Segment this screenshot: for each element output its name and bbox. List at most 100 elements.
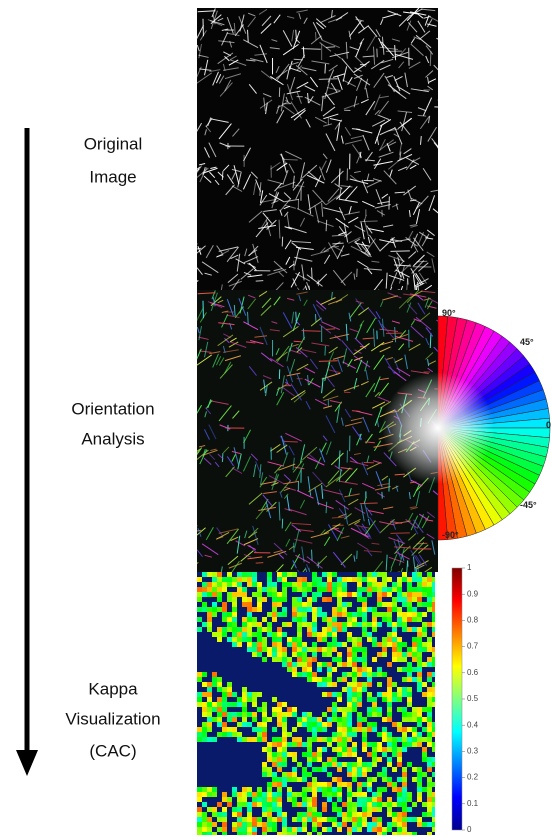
kappa-cell [342,822,347,827]
kappa-cell [362,782,367,787]
kappa-cell [252,817,257,822]
kappa-cell [427,757,432,762]
kappa-cell [232,582,237,587]
kappa-cell [332,617,337,622]
kappa-cell [347,622,352,627]
kappa-cell [322,582,327,587]
kappa-cell [412,637,417,642]
kappa-cell [342,742,347,747]
kappa-cell [417,602,422,607]
kappa-cell [367,672,372,677]
kappa-cell [287,707,292,712]
kappa-cell [337,697,342,702]
kappa-cell [197,812,202,817]
kappa-cell [372,657,377,662]
kappa-cell [217,697,222,702]
kappa-cell [362,737,367,742]
kappa-cell [212,707,217,712]
kappa-cell [267,652,272,657]
kappa-cell [197,822,202,827]
kappa-cell [397,622,402,627]
kappa-cell [292,752,297,757]
kappa-cell [222,692,227,697]
kappa-cell [347,807,352,812]
kappa-cell [372,722,377,727]
kappa-cell [427,732,432,737]
kappa-cell [357,672,362,677]
kappa-cell [312,612,317,617]
kappa-cell [277,637,282,642]
kappa-cell [432,782,437,787]
kappa-cell [297,762,302,767]
kappa-cell [382,672,387,677]
kappa-cell [262,802,267,807]
kappa-cell [382,747,387,752]
kappa-cell [362,817,367,822]
kappa-cell [252,617,257,622]
kappa-cell [407,662,412,667]
kappa-cell [347,827,352,832]
kappa-cell [312,727,317,732]
kappa-cell [377,667,382,672]
fiber [312,550,313,561]
kappa-cell [232,602,237,607]
kappa-cell [392,637,397,642]
wheel-label: 0 [546,420,551,430]
kappa-cell [297,602,302,607]
kappa-cell [342,727,347,732]
kappa-cell [282,652,287,657]
kappa-cell [427,702,432,707]
kappa-cell [227,687,232,692]
kappa-cell [252,647,257,652]
kappa-cell [377,787,382,792]
kappa-cell [397,762,402,767]
kappa-cell [312,642,317,647]
kappa-cell [292,712,297,717]
kappa-cell [217,572,222,577]
kappa-cell [387,607,392,612]
kappa-cell [282,607,287,612]
kappa-cell [392,607,397,612]
kappa-cell [382,787,387,792]
kappa-cell [207,612,212,617]
kappa-cell [247,692,252,697]
kappa-cell [272,582,277,587]
kappa-cell [222,827,227,832]
colorbar-label: 0 [467,825,472,834]
kappa-cell [272,637,277,642]
kappa-cell [357,762,362,767]
kappa-cell [412,742,417,747]
kappa-cell [417,637,422,642]
kappa-cell [242,737,247,742]
kappa-cell [407,677,412,682]
kappa-cell [227,577,232,582]
kappa-cell [302,767,307,772]
kappa-cell [232,732,237,737]
kappa-cell [327,682,332,687]
kappa-cell [367,812,372,817]
kappa-cell [337,627,342,632]
kappa-cell [247,812,252,817]
kappa-cell [417,597,422,602]
kappa-cell [337,707,342,712]
kappa-cell [242,602,247,607]
kappa-cell [217,632,222,637]
kappa-cell [207,737,212,742]
kappa-cell [277,782,282,787]
kappa-cell [347,592,352,597]
kappa-cell [317,577,322,582]
kappa-cell [242,817,247,822]
kappa-cell [327,577,332,582]
kappa-cell [412,712,417,717]
kappa-cell [397,587,402,592]
kappa-cell [292,802,297,807]
kappa-cell [272,817,277,822]
kappa-cell [402,572,407,577]
kappa-cell [347,727,352,732]
kappa-cell [387,822,392,827]
kappa-cell [227,622,232,627]
kappa-cell [247,612,252,617]
kappa-cell [367,637,372,642]
kappa-cell [422,737,427,742]
kappa-cell [277,777,282,782]
